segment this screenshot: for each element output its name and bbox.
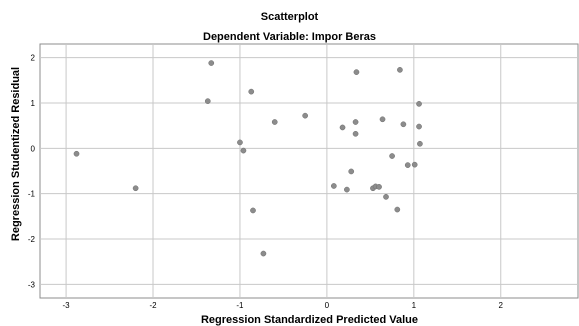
data-point <box>417 140 423 147</box>
x-tick-label: -3 <box>63 301 71 310</box>
x-axis-label: Regression Standardized Predicted Value <box>200 314 418 326</box>
data-point <box>248 88 255 95</box>
data-point <box>389 153 395 159</box>
x-tick-label: 2 <box>499 301 504 310</box>
data-point <box>404 162 411 168</box>
data-point <box>383 194 389 200</box>
x-tick-label: 0 <box>325 301 330 310</box>
y-tick-label: 2 <box>31 54 36 63</box>
data-point <box>394 206 401 213</box>
data-point <box>411 161 418 168</box>
data-point <box>208 60 215 66</box>
grid <box>40 44 578 298</box>
data-point <box>376 184 382 190</box>
y-tick-label: -1 <box>28 190 36 199</box>
chart-title: Scatterplot <box>260 11 319 23</box>
y-tick-label: -3 <box>28 280 36 289</box>
data-point <box>330 183 337 189</box>
data-point <box>352 130 359 137</box>
data-point <box>352 119 359 125</box>
data-point <box>400 121 407 128</box>
data-point <box>302 112 309 119</box>
x-tick-label: 1 <box>412 301 417 310</box>
data-point <box>348 168 355 175</box>
y-tick-label: 1 <box>31 99 36 108</box>
data-point <box>132 185 139 192</box>
x-tick-label: -2 <box>149 301 157 310</box>
data-point <box>344 186 350 193</box>
data-point <box>353 69 360 75</box>
data-point <box>237 139 243 146</box>
data-point <box>204 98 211 105</box>
data-point <box>250 207 256 214</box>
y-tick-label: 0 <box>31 144 36 153</box>
chart-subtitle: Dependent Variable: Impor Beras <box>203 31 376 43</box>
y-tick-label: -2 <box>28 235 36 244</box>
data-points <box>73 60 423 257</box>
data-point <box>397 67 403 73</box>
data-point <box>260 250 267 257</box>
tick-labels: -3 -2 -1 0 1 2 2 1 0 -1 -2 -3 <box>28 54 504 310</box>
data-point <box>271 119 278 125</box>
data-point <box>379 116 386 123</box>
data-point <box>240 147 247 154</box>
y-axis-label: Regression Studentized Residual <box>10 66 22 242</box>
data-point <box>416 123 422 130</box>
x-tick-label: -1 <box>236 301 244 310</box>
plot-area <box>39 43 579 299</box>
data-point <box>73 150 80 157</box>
data-point <box>416 101 422 107</box>
data-point <box>339 124 346 131</box>
